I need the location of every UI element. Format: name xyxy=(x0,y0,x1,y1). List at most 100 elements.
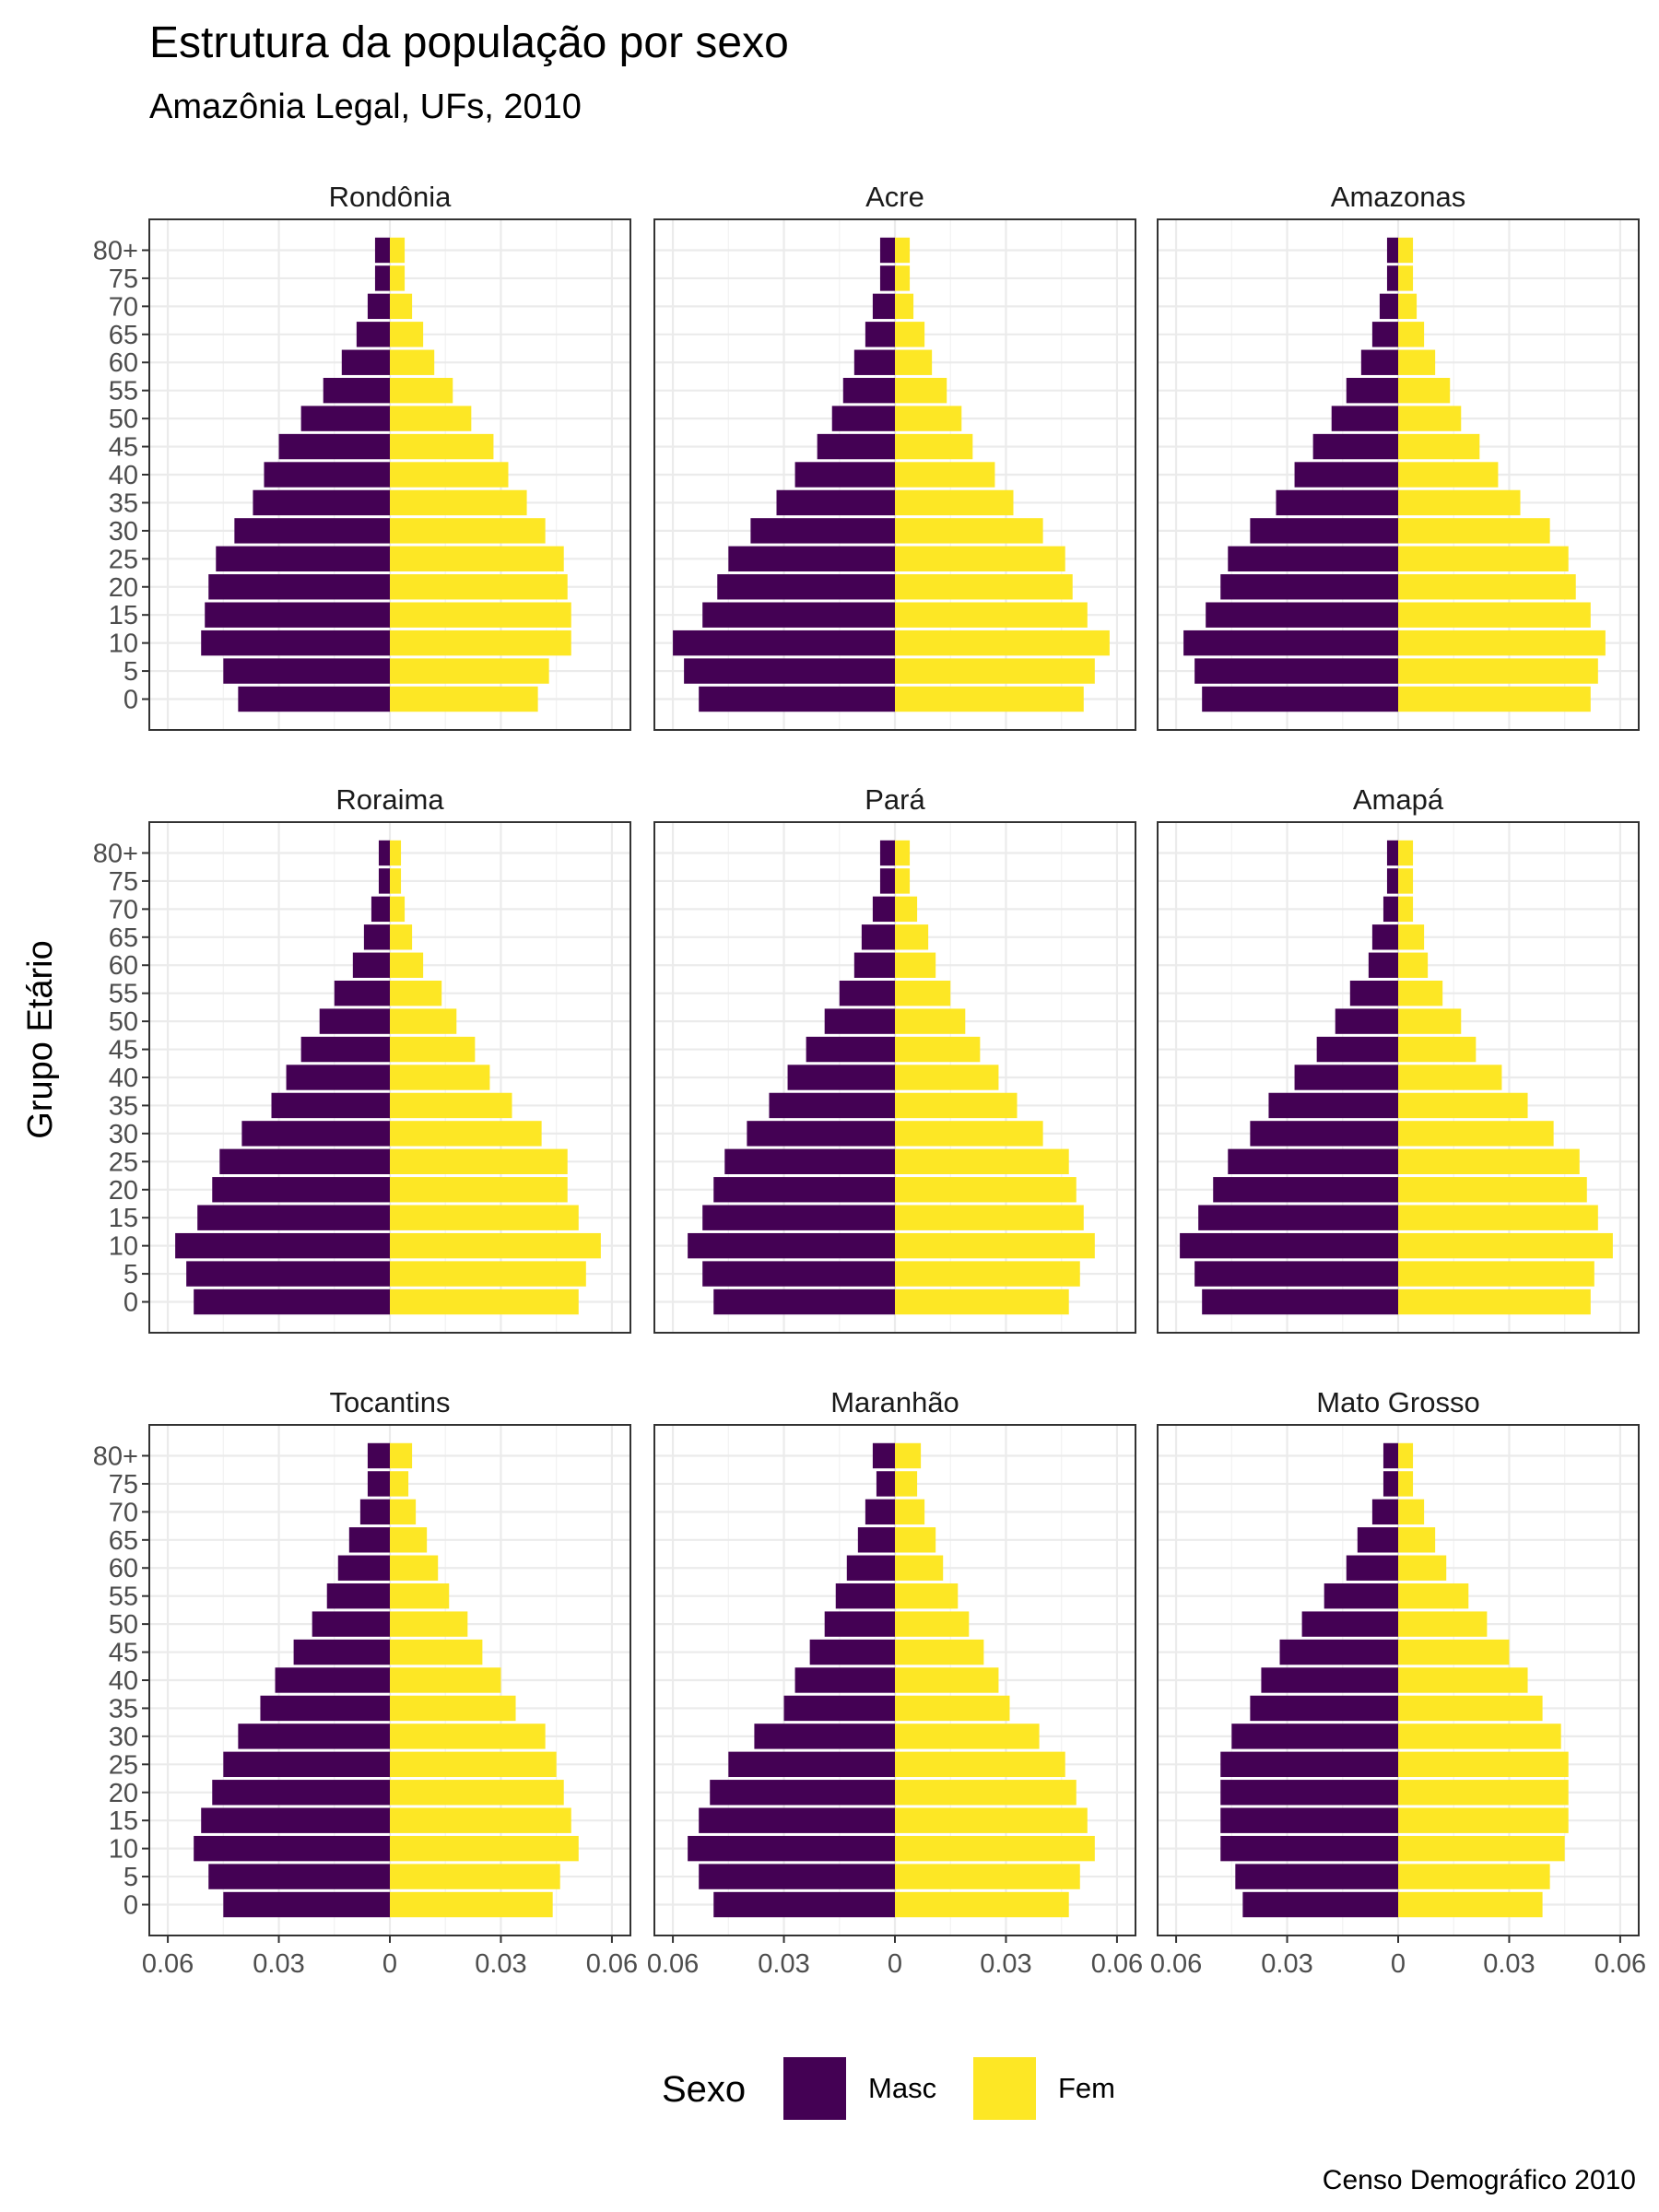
bar-fem xyxy=(1398,433,1480,460)
y-tick-label: 65 xyxy=(109,321,138,350)
y-tick-label: 65 xyxy=(109,924,138,953)
y-tick-label: 5 xyxy=(124,657,138,687)
y-tick-label: 50 xyxy=(109,1610,138,1640)
bar-masc xyxy=(260,1695,390,1722)
x-tick-label: 0.03 xyxy=(1483,1949,1535,1979)
y-tick-label: 80+ xyxy=(93,1441,138,1471)
panel-border xyxy=(1157,218,1640,731)
bar-masc xyxy=(806,1036,895,1063)
bar-masc xyxy=(238,1724,390,1749)
bar-masc xyxy=(1386,237,1398,264)
bar-masc xyxy=(865,322,895,347)
bar-masc xyxy=(1371,924,1398,950)
bar-masc xyxy=(1180,1232,1398,1259)
bar-fem xyxy=(895,322,925,347)
legend-title: Sexo xyxy=(662,2069,746,2110)
bar-fem xyxy=(1398,1008,1462,1034)
bar-fem xyxy=(1398,1724,1561,1749)
bar-fem xyxy=(390,1667,501,1693)
bar-masc xyxy=(824,1611,895,1637)
y-tick-label: 50 xyxy=(109,1007,138,1037)
bar-fem xyxy=(390,1065,490,1090)
bar-fem xyxy=(390,322,424,347)
bar-masc xyxy=(1294,462,1398,488)
bar-fem xyxy=(390,1751,557,1778)
bar-masc xyxy=(356,322,390,347)
bar-fem xyxy=(390,1780,564,1806)
bar-masc xyxy=(367,1442,390,1469)
bar-masc xyxy=(1213,1177,1398,1203)
bar-masc xyxy=(754,1724,895,1749)
y-tick-label: 5 xyxy=(124,1260,138,1289)
y-tick-label: 60 xyxy=(109,951,138,981)
bar-masc xyxy=(713,1891,895,1918)
bar-masc xyxy=(1324,1583,1398,1609)
bar-fem xyxy=(1398,686,1591,712)
y-tick-label: 70 xyxy=(109,1498,138,1527)
facet-grid: Rondônia05101520253035404550556065707580… xyxy=(93,181,1646,1979)
bar-masc xyxy=(724,1148,895,1175)
bar-fem xyxy=(895,1205,1084,1230)
bar-masc xyxy=(853,952,895,978)
bar-fem xyxy=(390,237,406,264)
bar-masc xyxy=(699,686,895,712)
bar-fem xyxy=(390,574,568,600)
bar-fem xyxy=(895,868,911,894)
y-tick-label: 60 xyxy=(109,348,138,378)
x-tick-label: 0.06 xyxy=(1594,1949,1646,1979)
bar-masc xyxy=(879,237,895,264)
y-tick-label: 15 xyxy=(109,1204,138,1233)
bar-fem xyxy=(390,349,435,375)
bar-masc xyxy=(212,1177,390,1203)
legend-label-masc: Masc xyxy=(868,2072,936,2104)
bar-masc xyxy=(208,1864,390,1889)
bar-masc xyxy=(769,1092,895,1119)
bar-fem xyxy=(1398,406,1462,431)
bar-fem xyxy=(895,1527,936,1553)
bar-masc xyxy=(312,1611,390,1637)
bar-fem xyxy=(390,1008,457,1034)
bar-masc xyxy=(1202,1288,1398,1315)
y-tick-label: 55 xyxy=(109,377,138,406)
bar-masc xyxy=(728,1751,895,1778)
y-axis-label: Grupo Etário xyxy=(21,940,60,1138)
bar-masc xyxy=(300,1036,390,1063)
bar-masc xyxy=(363,924,390,950)
bar-fem xyxy=(895,1891,1069,1918)
y-tick-label: 60 xyxy=(109,1554,138,1583)
bar-masc xyxy=(216,546,390,572)
bar-fem xyxy=(895,1499,925,1525)
bar-fem xyxy=(390,1807,571,1833)
bar-masc xyxy=(1346,377,1398,404)
bar-masc xyxy=(241,1121,390,1147)
bar-fem xyxy=(390,629,571,656)
y-tick-label: 30 xyxy=(109,1723,138,1752)
bar-masc xyxy=(219,1148,390,1175)
facet-strip-label: Rondônia xyxy=(329,181,452,213)
bar-masc xyxy=(1335,1008,1398,1034)
bar-masc xyxy=(359,1499,390,1525)
bar-fem xyxy=(1398,840,1414,866)
y-tick-label: 50 xyxy=(109,405,138,434)
bar-masc xyxy=(857,1527,895,1553)
bar-masc xyxy=(1235,1864,1398,1889)
bar-masc xyxy=(1382,1471,1398,1497)
y-tick-label: 10 xyxy=(109,1232,138,1262)
bar-fem xyxy=(390,1288,579,1315)
facet-panel: Rondônia 05101520253035404550556065707580… xyxy=(93,181,631,731)
bar-masc xyxy=(853,349,895,375)
facet-strip-label: Acre xyxy=(865,181,924,213)
bar-masc xyxy=(728,546,895,572)
bar-fem xyxy=(1398,1288,1591,1315)
bar-fem xyxy=(1398,952,1429,978)
bar-fem xyxy=(1398,1667,1528,1693)
bar-masc xyxy=(1276,489,1398,516)
bar-masc xyxy=(1228,546,1398,572)
bar-masc xyxy=(208,574,390,600)
bar-fem xyxy=(895,1611,970,1637)
bar-fem xyxy=(390,1471,409,1497)
x-tick-label: 0.03 xyxy=(253,1949,304,1979)
bar-fem xyxy=(390,1864,560,1889)
bar-masc xyxy=(699,1864,895,1889)
